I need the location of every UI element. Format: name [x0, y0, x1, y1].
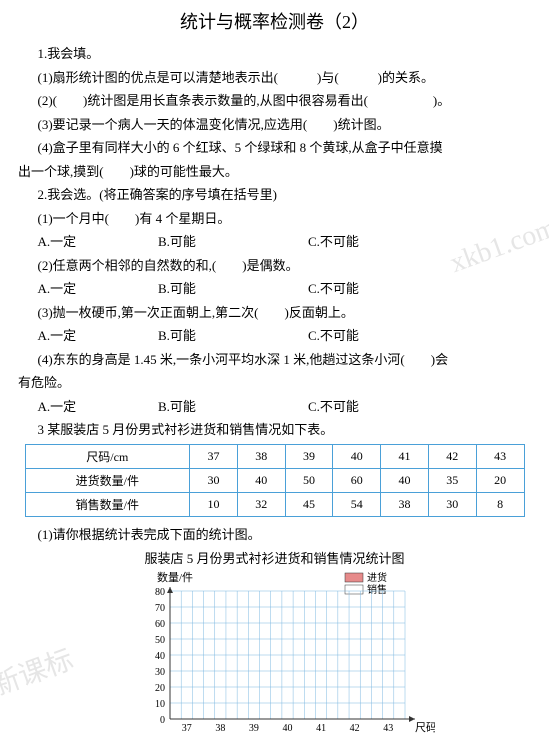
table-row: 进货数量/件 30 40 50 60 40 35 20: [25, 468, 524, 492]
q2-3-opts: A.一定 B.可能 C.不可能: [18, 326, 531, 346]
opt-b: B.可能: [158, 397, 308, 417]
opt-c: C.不可能: [308, 397, 428, 417]
cell: 进货数量/件: [25, 468, 190, 492]
svg-text:70: 70: [155, 603, 165, 614]
cell: 42: [428, 444, 476, 468]
table-row: 销售数量/件 10 32 45 54 38 30 8: [25, 492, 524, 516]
xlabel: 尺码: [415, 721, 435, 734]
svg-text:60: 60: [155, 619, 165, 630]
opt-b: B.可能: [158, 232, 308, 252]
cell: 10: [190, 492, 238, 516]
opt-b: B.可能: [158, 279, 308, 299]
cell: 41: [381, 444, 429, 468]
svg-text:43: 43: [383, 723, 393, 734]
svg-text:50: 50: [155, 635, 165, 646]
opt-a: A.一定: [18, 232, 158, 252]
opt-c: C.不可能: [308, 279, 428, 299]
chart-title: 服装店 5 月份男式衬衫进货和销售情况统计图: [18, 548, 531, 567]
section1-head: 1.我会填。: [18, 44, 531, 64]
q2-3: (3)抛一枚硬币,第一次正面朝上,第二次( )反面朝上。: [18, 303, 531, 323]
svg-text:37: 37: [181, 723, 191, 734]
cell: 38: [381, 492, 429, 516]
cell: 60: [333, 468, 381, 492]
cell: 20: [476, 468, 524, 492]
data-table: 尺码/cm 37 38 39 40 41 42 43 进货数量/件 30 40 …: [25, 444, 525, 517]
opt-c: C.不可能: [308, 232, 428, 252]
cell: 40: [237, 468, 285, 492]
svg-text:0: 0: [160, 715, 165, 726]
cell: 43: [476, 444, 524, 468]
q3-1: (1)请你根据统计表完成下面的统计图。: [18, 525, 531, 545]
q1-3: (3)要记录一个病人一天的体温变化情况,应选用( )统计图。: [18, 115, 531, 135]
q1-2: (2)( )统计图是用长直条表示数量的,从图中很容易看出( )。: [18, 91, 531, 111]
svg-text:40: 40: [155, 651, 165, 662]
cell: 40: [333, 444, 381, 468]
q2-1: (1)一个月中( )有 4 个星期日。: [18, 209, 531, 229]
cell: 32: [237, 492, 285, 516]
section3-head: 3 某服装店 5 月份男式衬衫进货和销售情况如下表。: [18, 420, 531, 440]
q1-4b: 出一个球,摸到( )球的可能性最大。: [18, 162, 531, 182]
table-row: 尺码/cm 37 38 39 40 41 42 43: [25, 444, 524, 468]
y-arrow: [167, 587, 173, 593]
svg-text:80: 80: [155, 587, 165, 598]
page-title: 统计与概率检测卷（2）: [18, 8, 531, 34]
y-ticks: 01020304050607080: [155, 587, 165, 726]
cell: 39: [285, 444, 333, 468]
q2-4b: 有危险。: [18, 373, 531, 393]
cell: 40: [381, 468, 429, 492]
opt-a: A.一定: [18, 326, 158, 346]
svg-text:38: 38: [215, 723, 225, 734]
cell: 30: [428, 492, 476, 516]
svg-text:30: 30: [155, 667, 165, 678]
opt-c: C.不可能: [308, 326, 428, 346]
chart-grid: [170, 591, 405, 719]
cell: 35: [428, 468, 476, 492]
cell: 37: [190, 444, 238, 468]
section2-head: 2.我会选。(将正确答案的序号填在括号里): [18, 185, 531, 205]
x-ticks: 37 38 39 40 41 42 43: [181, 723, 392, 734]
cell: 8: [476, 492, 524, 516]
chart-svg: 数量/件 进货 销售 01020304050607080 37383940414…: [115, 569, 435, 739]
q2-4a: (4)东东的身高是 1.45 米,一条小河平均水深 1 米,他趟过这条小河( )…: [18, 350, 531, 370]
cell: 50: [285, 468, 333, 492]
svg-text:41: 41: [316, 723, 326, 734]
cell: 销售数量/件: [25, 492, 190, 516]
q2-2-opts: A.一定 B.可能 C.不可能: [18, 279, 531, 299]
svg-text:42: 42: [349, 723, 359, 734]
q2-4-opts: A.一定 B.可能 C.不可能: [18, 397, 531, 417]
opt-a: A.一定: [18, 279, 158, 299]
cell: 30: [190, 468, 238, 492]
bar-chart: 数量/件 进货 销售 01020304050607080 37383940414…: [115, 569, 435, 739]
q1-4a: (4)盒子里有同样大小的 6 个红球、5 个绿球和 8 个黄球,从盒子中任意摸: [18, 138, 531, 158]
legend-swatch-1: [345, 573, 363, 582]
legend-label-1: 进货: [367, 571, 387, 584]
ylabel: 数量/件: [157, 571, 193, 584]
cell: 38: [237, 444, 285, 468]
svg-text:20: 20: [155, 683, 165, 694]
svg-text:40: 40: [282, 723, 292, 734]
legend-label-2: 销售: [367, 583, 387, 596]
cell: 尺码/cm: [25, 444, 190, 468]
opt-a: A.一定: [18, 397, 158, 417]
svg-text:39: 39: [248, 723, 258, 734]
q1-1: (1)扇形统计图的优点是可以清楚地表示出( )与( )的关系。: [18, 68, 531, 88]
cell: 45: [285, 492, 333, 516]
q2-2: (2)任意两个相邻的自然数的和,( )是偶数。: [18, 256, 531, 276]
opt-b: B.可能: [158, 326, 308, 346]
q2-1-opts: A.一定 B.可能 C.不可能: [18, 232, 531, 252]
cell: 54: [333, 492, 381, 516]
